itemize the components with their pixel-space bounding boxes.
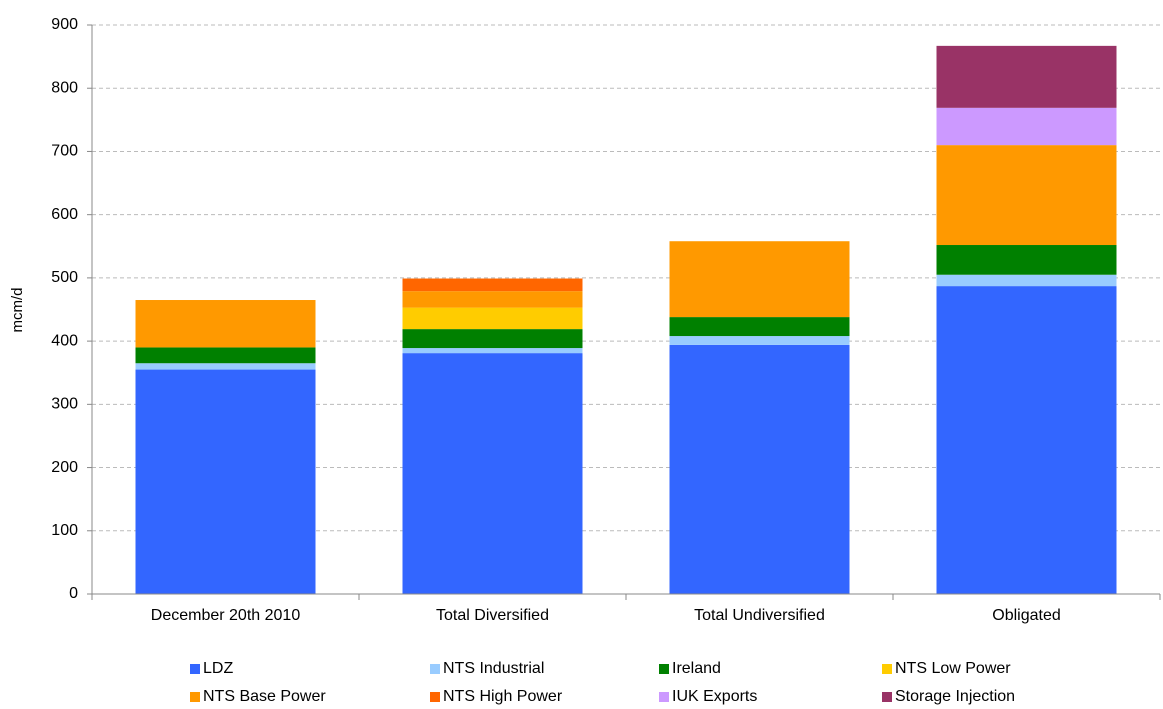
bar-segment [669,344,850,594]
legend-label: Storage Injection [895,688,1015,705]
bar-segment [936,245,1117,275]
bar-segment [135,369,316,594]
bar-segment [402,307,583,330]
legend-label: NTS Base Power [203,688,326,705]
y-tick-label: 700 [51,143,78,160]
y-axis-label: mcm/d [9,288,26,333]
bar-segment [936,274,1117,287]
bar-segment [135,300,316,348]
y-tick-label: 600 [51,206,78,223]
bar-segment [669,317,850,337]
legend-swatch [430,692,440,702]
y-tick-label: 200 [51,459,78,476]
bar-segment [135,347,316,364]
y-tick-label: 100 [51,522,78,539]
x-tick-label: Total Diversified [436,607,549,624]
y-tick-label: 800 [51,79,78,96]
bar-segment [402,278,583,292]
legend-label: NTS Low Power [895,660,1011,677]
legend-swatch [882,692,892,702]
legend-swatch [659,664,669,674]
bar-segment [936,145,1117,246]
x-tick-label: Obligated [992,607,1061,624]
bar-segment [669,336,850,345]
x-tick-label: December 20th 2010 [151,607,301,624]
legend-swatch [882,664,892,674]
y-tick-label: 500 [51,269,78,286]
bar-segment [669,241,850,318]
bar-segment [402,329,583,349]
y-tick-label: 0 [69,585,78,602]
y-tick-label: 400 [51,332,78,349]
legend-swatch [430,664,440,674]
legend-label: NTS Industrial [443,660,544,677]
legend-label: NTS High Power [443,688,563,705]
legend-swatch [190,664,200,674]
legend-label: Ireland [672,660,721,677]
x-tick-label: Total Undiversified [694,607,825,624]
legend-label: LDZ [203,660,233,677]
y-tick-label: 900 [51,16,78,33]
legend-label: IUK Exports [672,688,757,705]
bar-segment [135,363,316,370]
bar-segment [402,353,583,594]
bar-segment [402,291,583,308]
bar-segment [402,348,583,354]
bar-segment [936,45,1117,108]
y-tick-label: 300 [51,396,78,413]
bar-segment [936,286,1117,594]
legend-swatch [190,692,200,702]
legend-swatch [659,692,669,702]
bar-segment [936,107,1117,146]
